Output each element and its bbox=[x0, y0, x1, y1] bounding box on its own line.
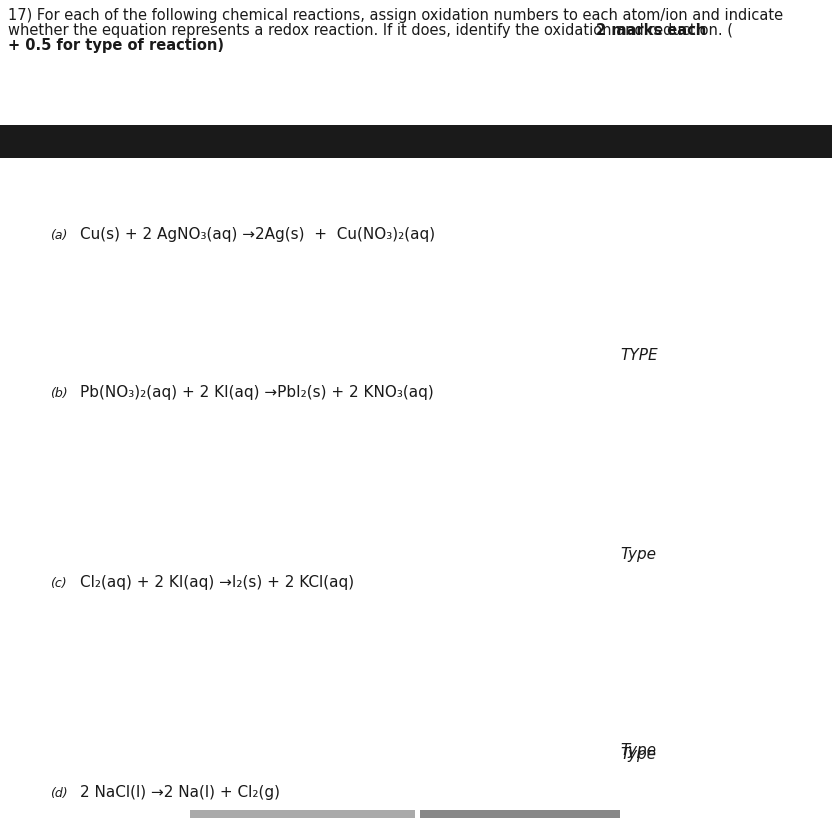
Bar bbox=[190, 810, 415, 818]
Text: Cl₂(aq) + 2 KI(aq) →I₂(s) + 2 KCl(aq): Cl₂(aq) + 2 KI(aq) →I₂(s) + 2 KCl(aq) bbox=[80, 576, 354, 591]
Text: + 0.5 for type of reaction): + 0.5 for type of reaction) bbox=[8, 39, 224, 54]
Text: Type: Type bbox=[620, 747, 656, 762]
Text: 17) For each of the following chemical reactions, assign oxidation numbers to ea: 17) For each of the following chemical r… bbox=[8, 8, 783, 23]
Text: (d): (d) bbox=[50, 786, 67, 799]
Text: Pb(NO₃)₂(aq) + 2 KI(aq) →PbI₂(s) + 2 KNO₃(aq): Pb(NO₃)₂(aq) + 2 KI(aq) →PbI₂(s) + 2 KNO… bbox=[80, 385, 433, 400]
Text: (b): (b) bbox=[50, 386, 67, 399]
Bar bbox=[420, 810, 620, 818]
Text: Cu(s) + 2 AgNO₃(aq) →2Ag(s)  +  Cu(NO₃)₂(aq): Cu(s) + 2 AgNO₃(aq) →2Ag(s) + Cu(NO₃)₂(a… bbox=[80, 228, 435, 243]
Text: TYPE: TYPE bbox=[620, 347, 657, 362]
Text: Type: Type bbox=[620, 742, 656, 757]
Text: (c): (c) bbox=[50, 577, 67, 590]
Text: whether the equation represents a redox reaction. If it does, identify the oxida: whether the equation represents a redox … bbox=[8, 23, 733, 38]
Bar bbox=[0, 125, 832, 158]
Text: 2 NaCl(l) →2 Na(l) + Cl₂(g): 2 NaCl(l) →2 Na(l) + Cl₂(g) bbox=[80, 785, 280, 800]
Text: (a): (a) bbox=[50, 229, 67, 242]
Text: Type: Type bbox=[620, 548, 656, 563]
Text: 2 marks each: 2 marks each bbox=[596, 23, 706, 38]
